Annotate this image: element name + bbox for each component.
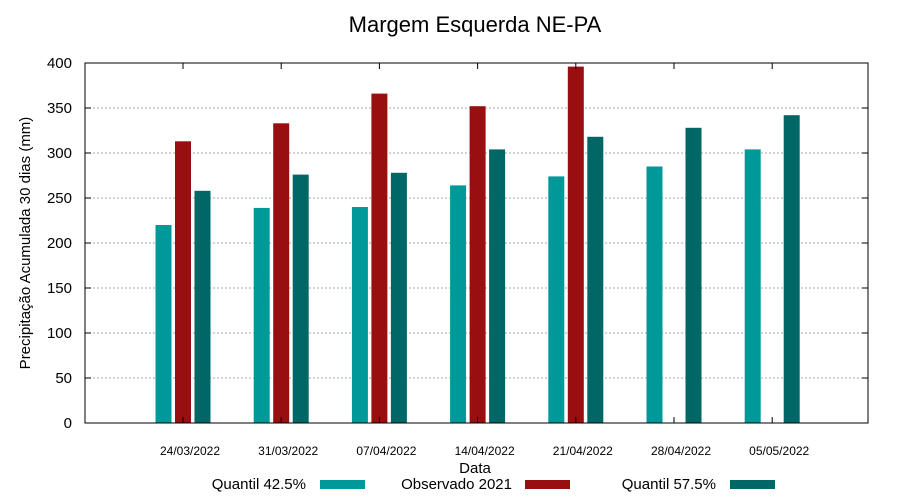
bar [783, 115, 800, 423]
x-tick-label: 21/04/2022 [553, 444, 613, 458]
bar [567, 66, 584, 423]
legend-swatch [525, 480, 570, 489]
x-tick-label: 24/03/2022 [160, 444, 220, 458]
bar [371, 93, 388, 423]
bar [253, 207, 270, 423]
bar [450, 185, 467, 423]
bar [390, 172, 407, 423]
bar [646, 166, 663, 423]
y-tick-label: 200 [47, 235, 72, 252]
y-tick-label: 400 [47, 55, 72, 72]
grid [85, 107, 868, 379]
chart-title: Margem Esquerda NE-PA [349, 12, 602, 37]
bar [273, 123, 290, 424]
y-tick-label: 150 [47, 280, 72, 297]
legend-label: Quantil 57.5% [622, 476, 716, 493]
y-tick-label: 250 [47, 190, 72, 207]
y-tick-label: 300 [47, 145, 72, 162]
x-tick-label: 31/03/2022 [258, 444, 318, 458]
y-tick-label: 350 [47, 100, 72, 117]
y-tick-label: 0 [64, 415, 72, 432]
x-tick-label: 14/04/2022 [455, 444, 515, 458]
x-tick-label: 28/04/2022 [651, 444, 711, 458]
bar [175, 141, 191, 424]
bar [292, 174, 309, 423]
legend-swatch [730, 480, 775, 489]
y-tick-label: 100 [47, 325, 72, 342]
bar [587, 136, 604, 424]
y-axis-ticks: 0 50 100 150 200 250 300 350 400 [47, 55, 868, 432]
bar [194, 190, 211, 423]
bar [685, 127, 702, 424]
bars [155, 66, 800, 424]
legend: Quantil 42.5% Observado 2021 Quantil 57.5% [212, 476, 775, 493]
bar [469, 106, 486, 423]
y-tick-label: 50 [55, 370, 72, 387]
y-axis-label: Precipitação Acumulada 30 dias (mm) [17, 117, 34, 370]
bar [155, 225, 172, 423]
legend-label: Quantil 42.5% [212, 476, 306, 493]
x-tick-label: 05/05/2022 [749, 444, 809, 458]
bar [548, 176, 565, 423]
bar [351, 207, 368, 423]
legend-label: Observado 2021 [401, 476, 512, 493]
bar [489, 149, 506, 423]
bar [744, 149, 761, 423]
x-axis-label: Data [459, 460, 491, 477]
x-tick-label: 07/04/2022 [356, 444, 416, 458]
x-axis-ticks: 24/03/2022 31/03/2022 07/04/2022 14/04/2022… [160, 63, 810, 458]
legend-swatch [320, 480, 365, 489]
